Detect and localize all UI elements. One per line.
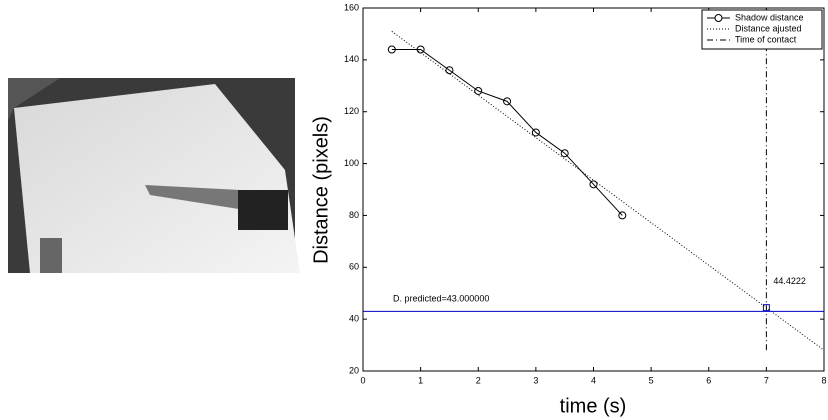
y-axis-label: Distance (pixels) bbox=[310, 116, 332, 264]
contact-value: 44.4222 bbox=[773, 276, 806, 286]
x-tick-label: 3 bbox=[533, 375, 538, 385]
contact-point bbox=[762, 304, 770, 312]
data-point bbox=[474, 86, 483, 95]
legend-marker bbox=[714, 14, 723, 22]
series-line bbox=[391, 48, 623, 216]
data-point bbox=[560, 149, 569, 158]
x-tick-label: 8 bbox=[821, 375, 826, 385]
plot-area bbox=[362, 7, 825, 372]
x-tick-label: 2 bbox=[476, 375, 481, 385]
data-point bbox=[503, 97, 512, 106]
data-point bbox=[387, 45, 396, 54]
y-tick-label: 40 bbox=[349, 314, 359, 324]
y-tick-label: 60 bbox=[349, 262, 359, 272]
legend-label: Shadow distance bbox=[735, 12, 804, 22]
x-tick-label: 4 bbox=[591, 375, 596, 385]
predicted-label: D. predicted=43.000000 bbox=[393, 294, 489, 304]
x-axis-label: time (s) bbox=[560, 395, 627, 417]
series-line bbox=[391, 30, 825, 351]
data-point bbox=[589, 180, 598, 189]
legend-label: Distance ajusted bbox=[735, 23, 802, 33]
x-tick-label: 1 bbox=[418, 375, 423, 385]
y-tick-label: 120 bbox=[344, 106, 359, 116]
photo bbox=[8, 78, 300, 273]
x-tick-label: 6 bbox=[706, 375, 711, 385]
data-point bbox=[531, 128, 540, 137]
data-point bbox=[445, 66, 454, 75]
y-tick-label: 20 bbox=[349, 365, 359, 375]
x-tick-label: 5 bbox=[649, 375, 654, 385]
data-point bbox=[618, 211, 627, 220]
y-tick-label: 160 bbox=[344, 2, 359, 12]
x-tick-label: 7 bbox=[764, 375, 769, 385]
y-tick-label: 140 bbox=[344, 54, 359, 64]
x-tick-label: 0 bbox=[360, 375, 365, 385]
y-tick-label: 80 bbox=[349, 210, 359, 220]
y-tick-label: 100 bbox=[344, 158, 359, 168]
legend-label: Time of contact bbox=[735, 34, 797, 44]
